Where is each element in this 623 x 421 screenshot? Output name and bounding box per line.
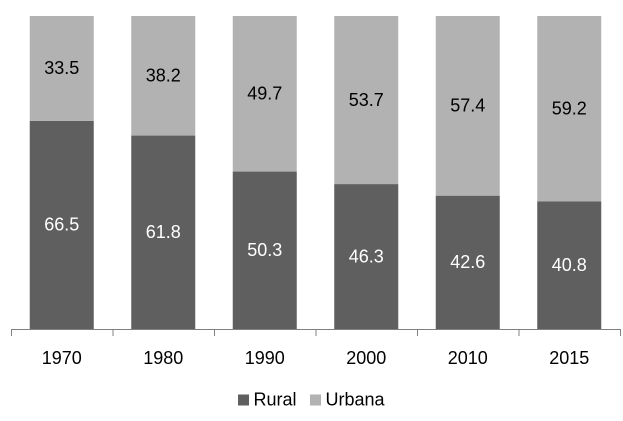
legend-item-urbana: Urbana [310, 389, 385, 411]
bar-urbana-1980 [131, 16, 196, 136]
legend-swatch-urbana [310, 394, 322, 406]
bar-urbana-2015 [537, 16, 602, 202]
bar-urbana-2000 [334, 16, 399, 185]
x-tick-label-2010: 2010 [448, 348, 488, 368]
legend-item-rural: Rural [238, 390, 296, 411]
x-tick-label-2015: 2015 [549, 348, 589, 368]
data-label-urbana-1980: 38.2 [146, 66, 181, 86]
data-label-rural-1970: 66.5 [44, 215, 79, 235]
x-axis: 1970 1980 1990 2000 2010 2015 [11, 329, 621, 368]
legend-swatch-rural [238, 394, 250, 406]
bar-rural-1980 [131, 135, 196, 329]
x-tick-label-1990: 1990 [245, 348, 285, 368]
bar-urbana-2010 [435, 16, 500, 196]
bar-urbana-1970 [29, 16, 94, 121]
data-label-rural-1980: 61.8 [146, 222, 181, 242]
data-label-rural-2000: 46.3 [349, 246, 384, 266]
legend-label-rural: Rural [253, 389, 297, 410]
data-label-urbana-2000: 53.7 [349, 90, 384, 110]
bar-rural-2010 [435, 195, 500, 329]
legend: Rural Urbana [0, 390, 623, 411]
data-label-urbana-1990: 49.7 [247, 84, 282, 104]
data-label-urbana-2010: 57.4 [450, 96, 485, 116]
legend-label-urbana: Urbana [325, 389, 385, 410]
data-label-rural-2010: 42.6 [450, 252, 485, 272]
data-label-rural-2015: 40.8 [552, 255, 587, 275]
x-tick-label-1980: 1980 [143, 348, 183, 368]
bars-group: 66.5 33.5 61.8 38.2 50.3 49.7 46.3 53.7 42.6 57.4… [29, 16, 602, 329]
data-label-urbana-1970: 33.5 [44, 58, 79, 78]
bar-rural-2000 [334, 184, 399, 329]
data-label-rural-1990: 50.3 [247, 240, 282, 260]
data-label-urbana-2015: 59.2 [552, 98, 587, 118]
bar-rural-1990 [232, 171, 297, 329]
bar-rural-1970 [29, 120, 94, 329]
x-tick-label-2000: 2000 [346, 348, 386, 368]
x-tick-label-1970: 1970 [42, 348, 82, 368]
bar-urbana-1990 [232, 16, 297, 172]
bar-rural-2015 [537, 201, 602, 329]
